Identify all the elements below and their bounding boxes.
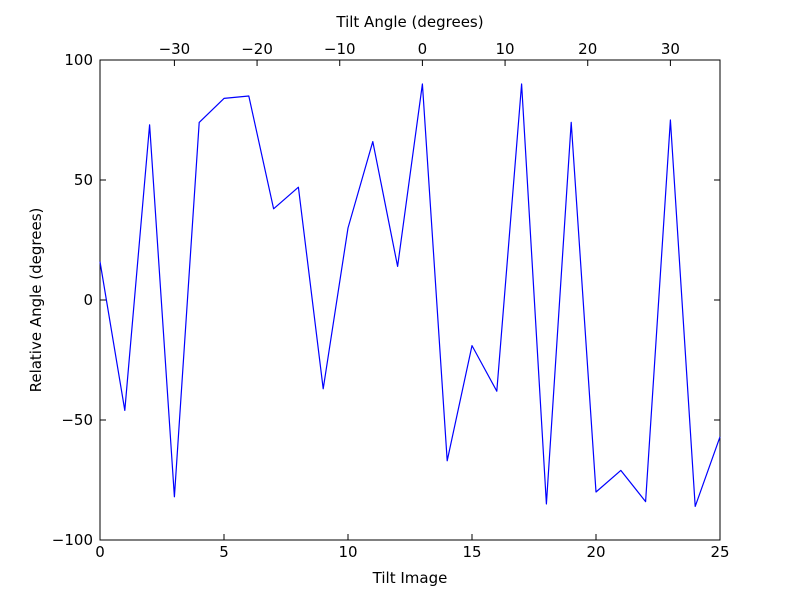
- x-axis-label: Tilt Image: [372, 569, 448, 587]
- top-tick-label: −20: [241, 40, 273, 58]
- top-tick-label: −30: [159, 40, 191, 58]
- top-axis-label: Tilt Angle (degrees): [336, 13, 484, 31]
- axes-frame: [99, 59, 721, 541]
- top-tick-label: −10: [324, 40, 356, 58]
- x-tick-label: 5: [219, 543, 229, 561]
- y-tick-label: 100: [64, 51, 93, 69]
- y-tick-label: −50: [61, 411, 93, 429]
- x-tick-label: 25: [710, 543, 729, 561]
- x-tick-label: 0: [95, 543, 105, 561]
- y-tick-label: 0: [83, 291, 93, 309]
- top-tick-label: 10: [496, 40, 515, 58]
- top-tick-label: 0: [418, 40, 428, 58]
- x-tick-label: 20: [586, 543, 605, 561]
- top-tick-label: 20: [578, 40, 597, 58]
- y-tick-label: 50: [74, 171, 93, 189]
- x-tick-label: 15: [462, 543, 481, 561]
- data-line: [99, 83, 721, 507]
- y-axis-label: Relative Angle (degrees): [27, 207, 45, 393]
- x-tick-label: 10: [338, 543, 357, 561]
- top-tick-label: 30: [661, 40, 680, 58]
- y-tick-label: −100: [52, 531, 93, 549]
